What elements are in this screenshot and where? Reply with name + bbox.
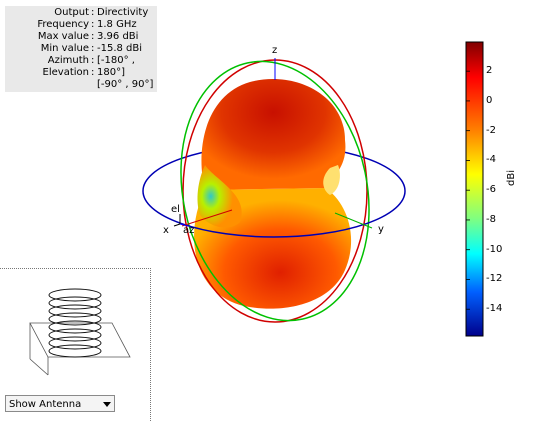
helix-coil <box>48 296 102 310</box>
info-value: [-90° , 90°] <box>97 79 154 90</box>
x-axis <box>181 209 233 227</box>
info-key: Frequency <box>37 19 89 30</box>
colorbar-tick-label: 2 <box>486 65 493 77</box>
elevation-ring-green <box>180 60 370 322</box>
colorbar-tick-label: -14 <box>486 303 503 315</box>
upper-lobe <box>201 79 346 190</box>
colorbar-tick-label: -2 <box>486 124 496 136</box>
view-select-dropdown[interactable]: Show Antenna <box>5 395 115 412</box>
colorbar-tick-label: -10 <box>486 243 503 255</box>
info-key: Elevation <box>42 67 89 78</box>
helix-coil <box>48 328 102 342</box>
info-colon: : <box>91 55 95 66</box>
azimuth-axis-label: az <box>183 225 195 236</box>
helix-coil <box>48 320 102 334</box>
info-colon: : <box>91 43 95 54</box>
azimuth-ring-front <box>142 190 406 238</box>
info-colon: : <box>91 31 95 42</box>
info-value: Directivity <box>97 7 149 18</box>
colorbar-tick-label: -8 <box>486 213 496 225</box>
waist-highlight <box>323 165 340 195</box>
view-select-value: Show Antenna <box>9 399 82 410</box>
colorbar <box>465 41 484 337</box>
origin-triad <box>173 214 189 227</box>
colorbar-unit-label: dBi <box>506 170 517 186</box>
helix-coil <box>48 336 102 350</box>
info-key: Azimuth <box>47 55 89 66</box>
y-axis-label: y <box>378 224 384 235</box>
info-value: 3.96 dBi <box>97 31 139 42</box>
elevation-axis-label: el <box>171 204 180 215</box>
info-key: Min value <box>40 43 89 54</box>
y-axis <box>334 212 373 229</box>
info-panel: Output: Directivity Frequency:1.8 GHz Max v… <box>5 6 157 92</box>
helix-antenna-icon <box>29 288 131 376</box>
colorbar-tick-label: 0 <box>486 94 493 106</box>
info-value: 180°] <box>97 67 125 78</box>
colorbar-tick-marks <box>466 70 470 310</box>
info-colon: : <box>91 67 95 78</box>
info-colon: : <box>91 7 95 18</box>
info-value: -15.8 dBi <box>97 43 143 54</box>
info-key: Max value <box>37 31 89 42</box>
helix-coil <box>48 312 102 326</box>
x-axis-label: x <box>163 225 169 236</box>
info-value: [-180° , <box>97 55 135 66</box>
helix-coil <box>48 344 102 358</box>
helix-coil <box>48 288 102 302</box>
antenna-preview-panel <box>0 268 151 421</box>
waist-region <box>197 165 242 228</box>
info-value: 1.8 GHz <box>97 19 137 30</box>
z-axis-label: z <box>272 45 278 56</box>
helix-coil <box>48 304 102 318</box>
info-colon: : <box>91 19 95 30</box>
colorbar-tick-label: -4 <box>486 154 496 166</box>
colorbar-tick-label: -12 <box>486 273 503 285</box>
chevron-down-icon[interactable] <box>103 402 111 407</box>
colorbar-tick-label: -6 <box>486 184 496 196</box>
info-key: Output <box>54 7 89 18</box>
